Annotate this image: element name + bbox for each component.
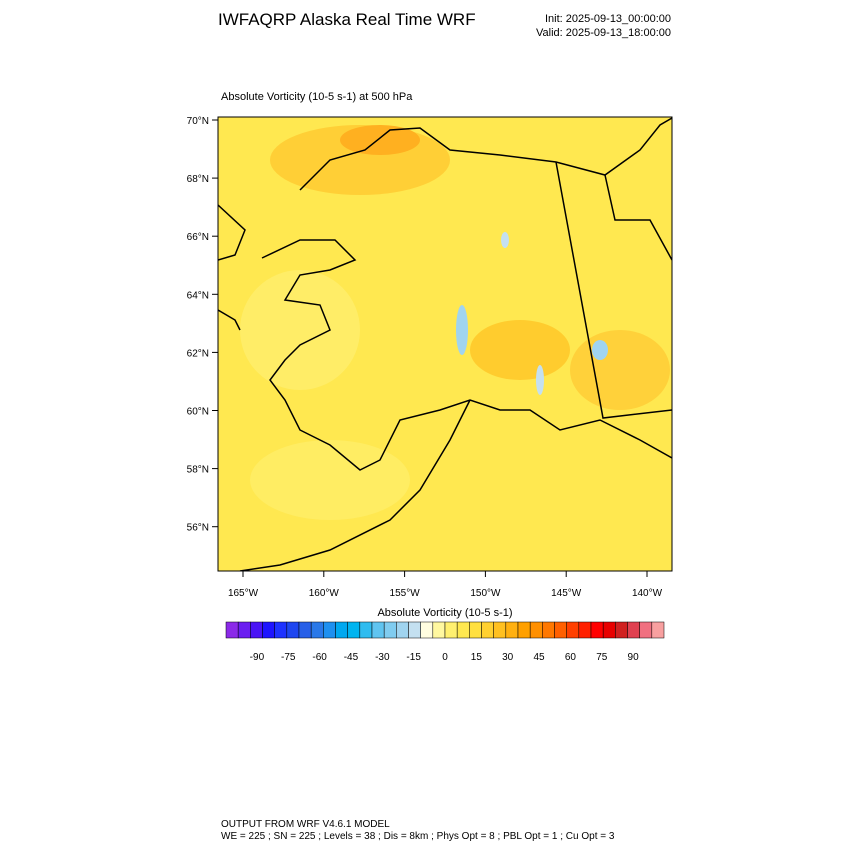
title: IWFAQRP Alaska Real Time WRF <box>218 10 476 29</box>
colorbar-swatch <box>335 621 348 639</box>
colorbar-label: 30 <box>502 652 514 663</box>
colorbar-swatch <box>250 621 263 639</box>
colorbar-swatch <box>237 621 251 639</box>
colorbar-label: 60 <box>565 652 577 663</box>
colorbar-label: 90 <box>628 652 640 663</box>
colorbar-swatch <box>578 621 592 639</box>
lon-label: 145°W <box>551 588 582 599</box>
colorbar-swatch <box>639 621 653 639</box>
lat-label: 56°N <box>187 523 209 534</box>
colorbar-swatch <box>396 621 409 639</box>
lat-label: 70°N <box>187 116 209 127</box>
lon-label: 140°W <box>632 588 663 599</box>
lat-label: 66°N <box>187 232 209 243</box>
colorbar-label: -60 <box>312 652 327 663</box>
colorbar-label: -90 <box>250 652 265 663</box>
colorbar-swatch <box>493 621 507 639</box>
colorbar-label: 15 <box>471 652 483 663</box>
colorbar-label: -45 <box>344 652 359 663</box>
colorbar-swatch <box>408 621 421 639</box>
map-field <box>218 117 672 571</box>
colorbar-swatch <box>615 621 628 639</box>
colorbar-swatch <box>554 621 567 639</box>
colorbar-label: -15 <box>406 652 421 663</box>
colorbar-swatch <box>359 621 373 639</box>
colorbar-swatch <box>505 621 519 639</box>
footer-line: OUTPUT FROM WRF V4.6.1 MODEL <box>221 819 390 830</box>
map-frame <box>217 116 673 572</box>
lon-label: 155°W <box>390 588 421 599</box>
colorbar-swatch <box>420 621 434 639</box>
lon-label: 160°W <box>309 588 340 599</box>
colorbar-label: -30 <box>375 652 390 663</box>
colorbar-swatch <box>469 621 482 639</box>
colorbar-swatch <box>347 621 361 639</box>
colorbar-swatch <box>383 621 397 639</box>
colorbar-swatch <box>481 621 494 639</box>
footer-line: WE = 225 ; SN = 225 ; Levels = 38 ; Dis … <box>221 831 615 842</box>
lat-label: 68°N <box>187 174 209 185</box>
colorbar-swatch <box>602 621 616 639</box>
colorbar-swatch <box>274 621 288 639</box>
colorbar-swatch <box>444 621 458 639</box>
lon-label: 165°W <box>228 588 259 599</box>
colorbar-swatch <box>529 621 543 639</box>
lat-label: 64°N <box>187 290 209 301</box>
colorbar-label: -75 <box>281 652 296 663</box>
lon-label: 150°W <box>470 588 501 599</box>
colorbar-label: 75 <box>596 652 608 663</box>
subtitle: Absolute Vorticity (10-5 s-1) at 500 hPa <box>221 91 413 103</box>
lat-label: 58°N <box>187 465 209 476</box>
colorbar-swatch <box>456 621 470 639</box>
colorbar-swatch <box>542 621 555 639</box>
colorbar-swatch <box>371 621 385 639</box>
colorbar-swatch <box>432 621 446 639</box>
colorbar-title: Absolute Vorticity (10-5 s-1) <box>377 607 512 619</box>
colorbar-swatch <box>262 621 275 639</box>
colorbar-label: 0 <box>442 652 448 663</box>
colorbar-swatch <box>286 621 300 639</box>
valid-time: Valid: 2025-09-13_18:00:00 <box>536 27 671 39</box>
colorbar-swatch <box>298 621 312 639</box>
colorbar-swatch <box>225 621 239 639</box>
colorbar-swatch <box>566 621 580 639</box>
colorbar-label: 45 <box>533 652 545 663</box>
lat-label: 62°N <box>187 348 209 359</box>
colorbar-swatch <box>323 621 336 639</box>
lat-label: 60°N <box>187 407 209 418</box>
colorbar-swatch <box>627 621 640 639</box>
colorbar-swatch <box>651 621 665 639</box>
colorbar-swatch <box>517 621 531 639</box>
colorbar-swatch <box>310 621 324 639</box>
init-time: Init: 2025-09-13_00:00:00 <box>545 13 671 25</box>
colorbar-swatch <box>590 621 604 639</box>
